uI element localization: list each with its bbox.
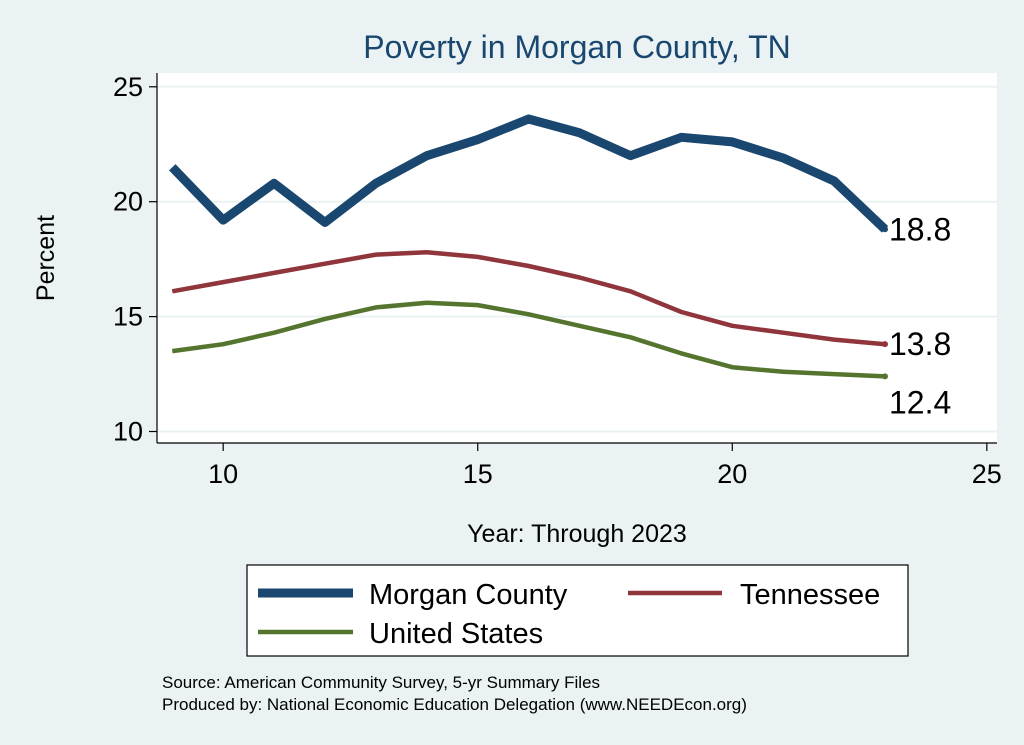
y-axis-ticks: 10 15 20 25 bbox=[113, 72, 157, 447]
y-tick-label-10: 10 bbox=[113, 417, 143, 447]
legend-label-united-states: United States bbox=[369, 618, 543, 650]
series-line-united-states bbox=[171, 300, 886, 379]
x-axis-title: Year: Through 2023 bbox=[467, 520, 687, 548]
legend-item-tennessee: Tennessee bbox=[628, 579, 880, 611]
series-lines bbox=[169, 114, 889, 380]
legend-item-morgan-county: Morgan County bbox=[258, 579, 568, 611]
end-label-tennessee: 13.8 bbox=[889, 326, 951, 362]
source-note: Source: American Community Survey, 5-yr … bbox=[162, 673, 600, 692]
x-tick-label-15: 15 bbox=[463, 459, 493, 489]
end-label-united-states: 12.4 bbox=[889, 384, 951, 420]
legend-label-morgan-county: Morgan County bbox=[369, 579, 568, 611]
legend-label-tennessee: Tennessee bbox=[740, 579, 880, 611]
legend-item-united-states: United States bbox=[258, 618, 543, 650]
y-tick-label-15: 15 bbox=[113, 302, 143, 332]
y-axis-title: Percent bbox=[32, 215, 60, 301]
series-line-tennessee bbox=[171, 250, 886, 347]
end-point-tennessee bbox=[882, 341, 888, 348]
chart-title: Poverty in Morgan County, TN bbox=[363, 29, 790, 65]
legend-box bbox=[246, 564, 909, 657]
x-tick-label-20: 20 bbox=[717, 459, 747, 489]
end-label-morgan-county: 18.8 bbox=[889, 211, 951, 247]
end-labels: 18.8 13.8 12.4 bbox=[889, 211, 951, 420]
y-tick-label-25: 25 bbox=[113, 72, 143, 102]
x-tick-label-25: 25 bbox=[972, 459, 1002, 489]
end-point-morgan-county bbox=[882, 226, 888, 233]
y-tick-label-20: 20 bbox=[113, 187, 143, 217]
produced-by-note: Produced by: National Economic Education… bbox=[162, 695, 747, 714]
x-tick-label-10: 10 bbox=[208, 459, 238, 489]
x-axis-ticks: 10 15 20 25 bbox=[208, 443, 1002, 489]
end-point-united-states bbox=[882, 373, 888, 380]
series-line-morgan-county bbox=[169, 114, 889, 233]
